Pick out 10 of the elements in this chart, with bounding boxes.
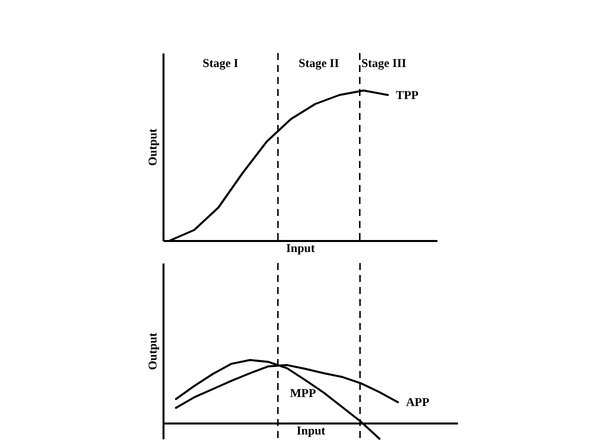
text: Stage II [298, 56, 340, 70]
x-axis-title: Input [296, 424, 326, 438]
series-label: TPP [396, 88, 418, 102]
text: Stage III [361, 56, 407, 70]
text: Stage I [202, 56, 239, 70]
y-axis-title: Output [146, 332, 160, 370]
series-label: APP [406, 395, 430, 410]
series-label: MPP [290, 386, 316, 400]
y-axis-title: Output [146, 128, 160, 166]
x-axis-title: Input [286, 241, 315, 255]
